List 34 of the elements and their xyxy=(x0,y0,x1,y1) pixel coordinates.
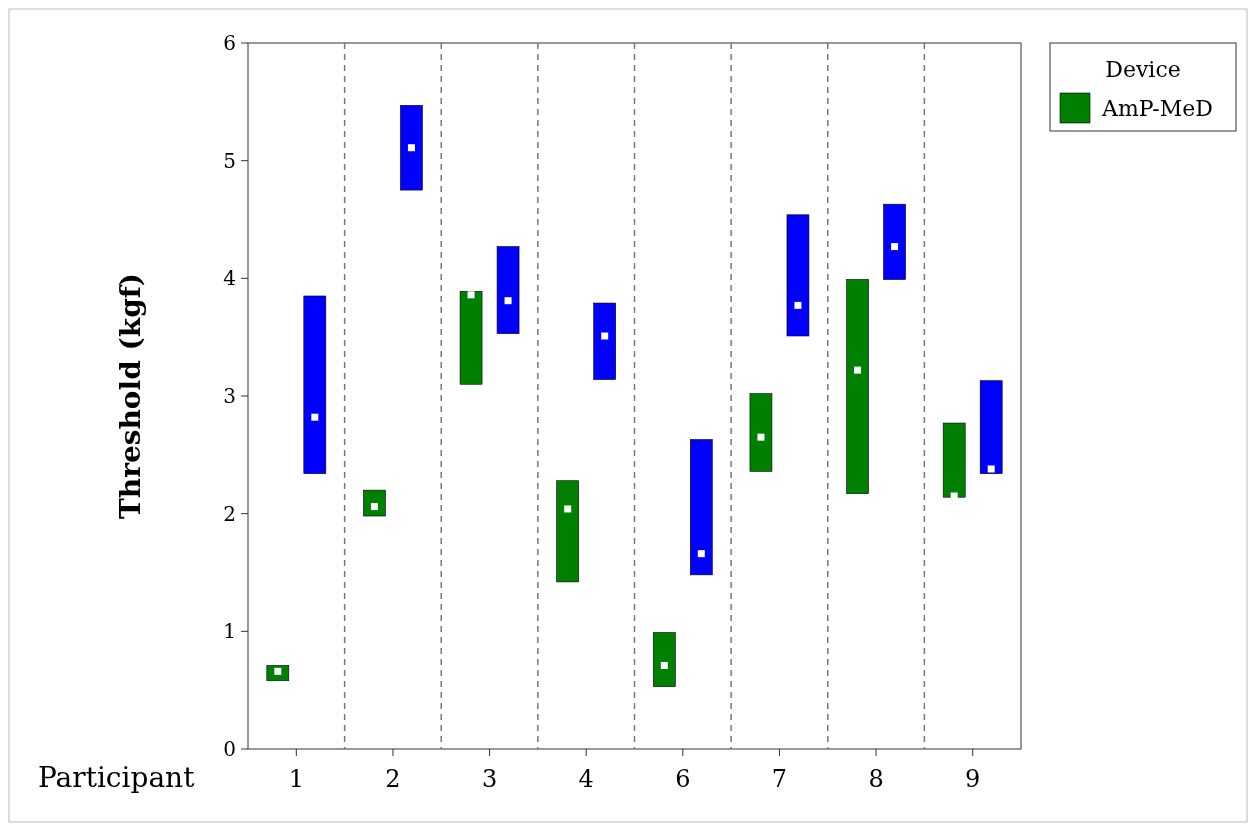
bar xyxy=(653,632,676,687)
x-tick-label: 8 xyxy=(868,765,884,793)
x-axis-title: Participant xyxy=(38,761,196,794)
x-tick-label: 1 xyxy=(288,765,304,793)
y-tick-label: 4 xyxy=(223,266,236,291)
x-tick-label: 4 xyxy=(578,765,594,793)
y-tick-label: 5 xyxy=(223,148,236,173)
bar xyxy=(690,439,713,576)
bar xyxy=(846,279,869,494)
x-tick-label: 7 xyxy=(771,765,788,793)
legend-title: Device xyxy=(1105,57,1181,82)
bar xyxy=(363,489,386,517)
bar xyxy=(496,246,520,334)
x-tick-label: 2 xyxy=(385,765,401,793)
x-tick-label: 3 xyxy=(481,765,498,793)
y-axis-title: Threshold (kgf) xyxy=(114,272,147,520)
y-tick-label: 0 xyxy=(223,737,236,761)
y-tick-label: 1 xyxy=(223,619,236,644)
legend-label: AmP-MeD xyxy=(1101,95,1213,121)
bar xyxy=(400,105,423,191)
bar xyxy=(556,480,579,583)
y-tick-label: 6 xyxy=(223,31,236,55)
bar xyxy=(749,393,773,472)
bar xyxy=(942,422,966,498)
bar xyxy=(459,290,483,385)
x-tick-label: 9 xyxy=(965,765,981,793)
y-tick-label: 2 xyxy=(223,501,236,526)
bar xyxy=(786,214,810,337)
y-tick-label: 3 xyxy=(223,384,236,408)
bar xyxy=(303,295,327,474)
bar xyxy=(979,380,1003,474)
x-tick-label: 6 xyxy=(675,765,691,793)
bar xyxy=(593,302,616,380)
bar xyxy=(883,203,906,280)
